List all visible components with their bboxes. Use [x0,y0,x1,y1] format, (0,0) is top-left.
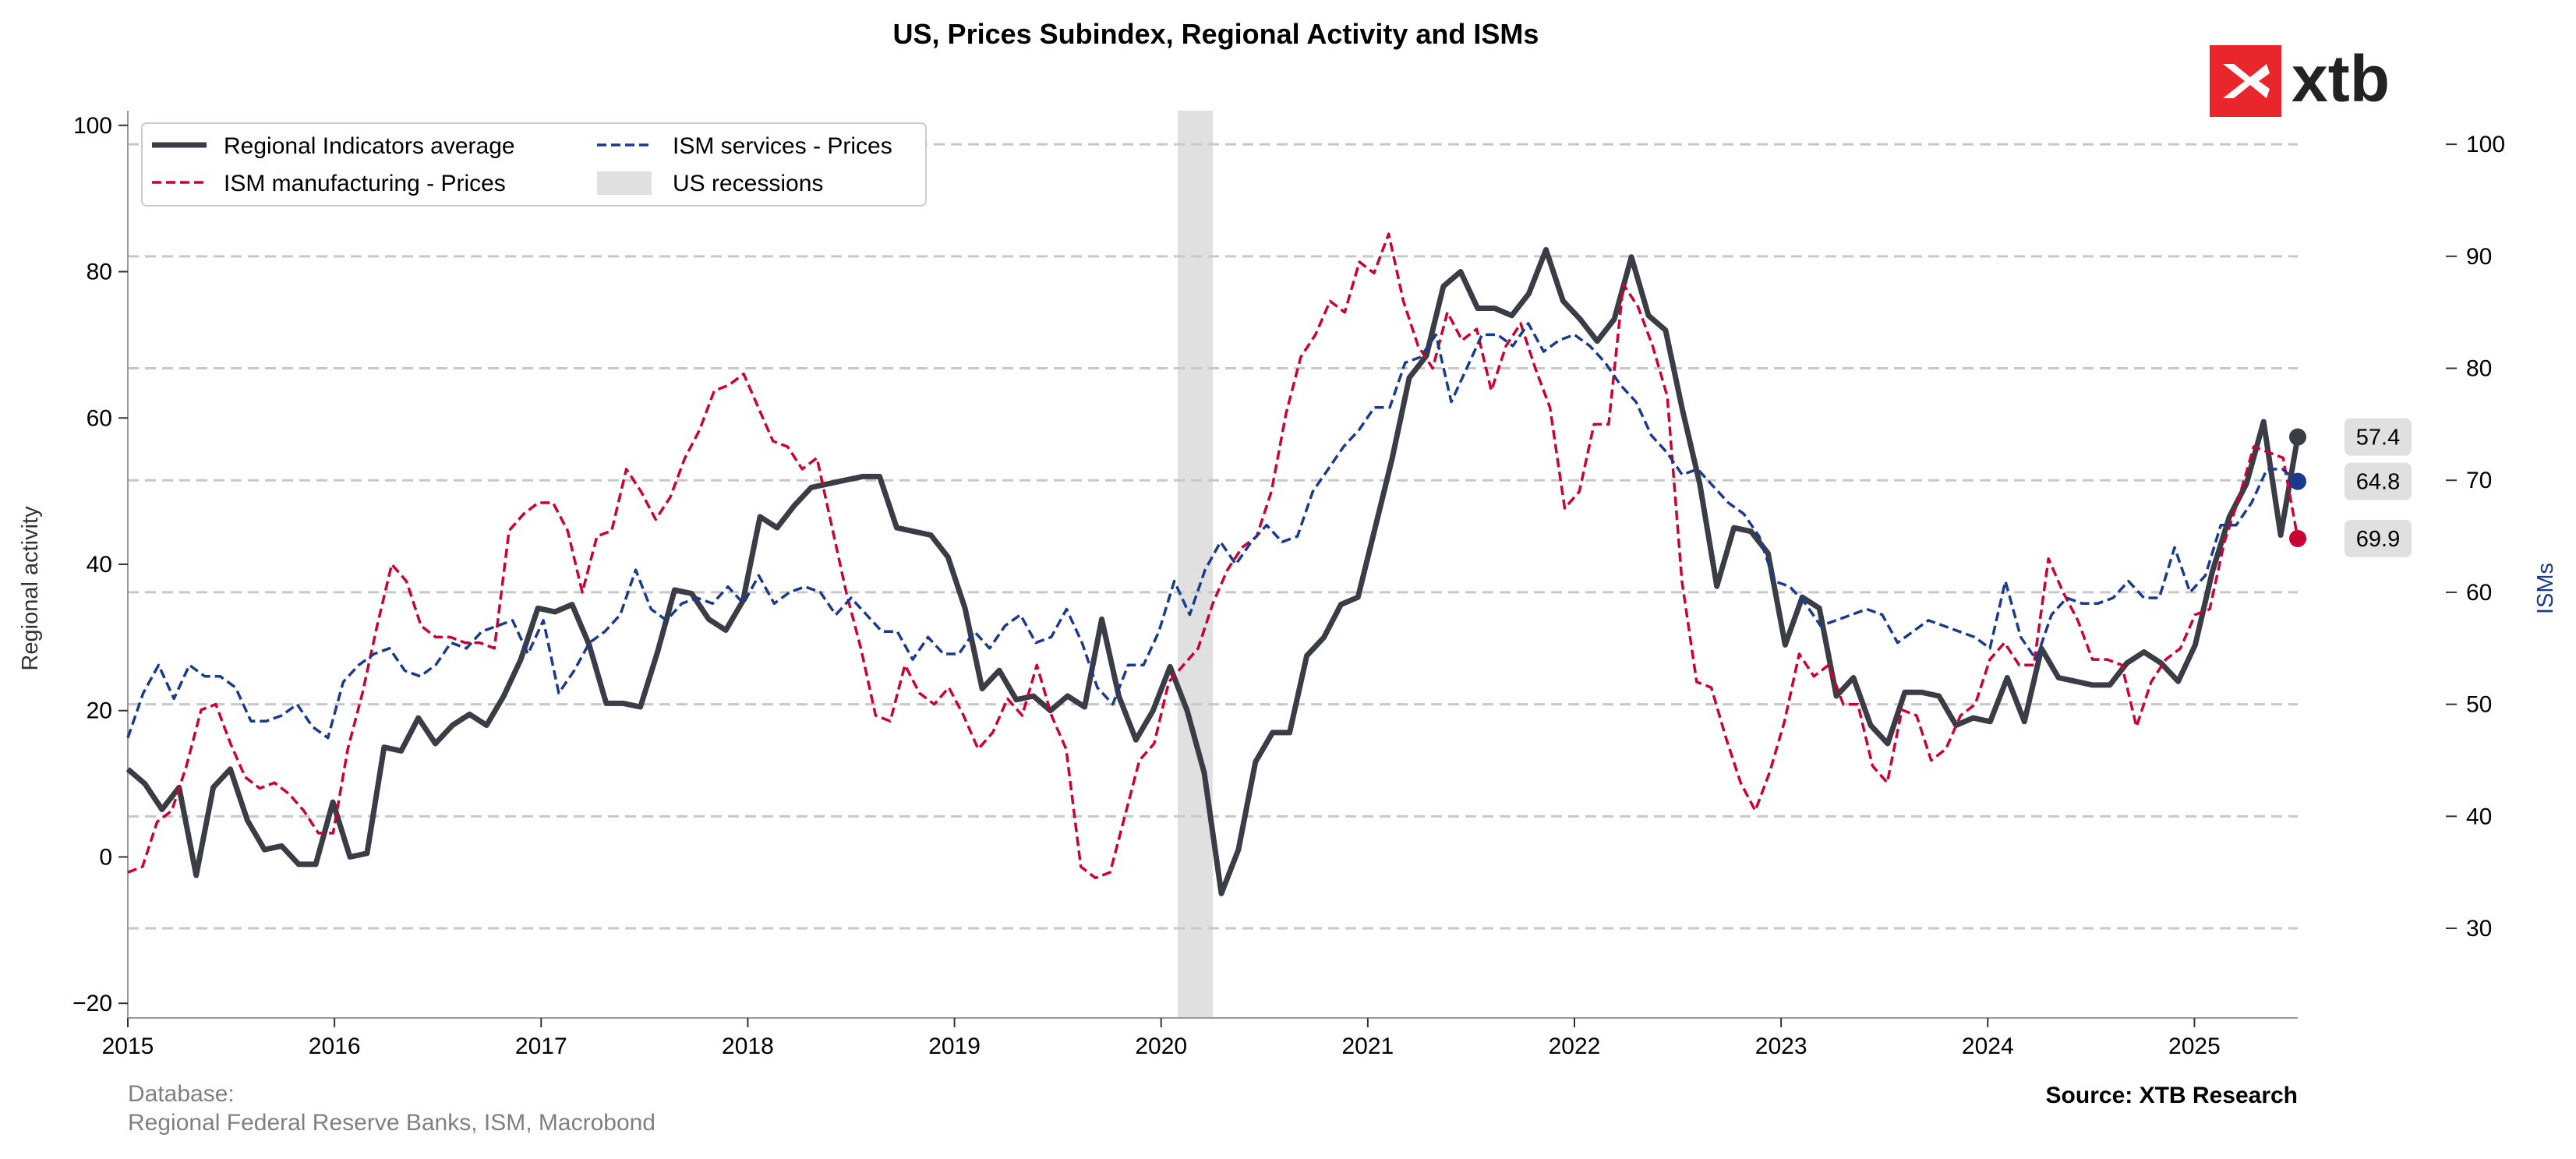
xtb-logo-text: xtb [2292,42,2390,115]
series-line-ism-services-prices [126,322,2299,740]
x-tick-label: 2024 [1962,1034,2014,1059]
right-tick-label: 50 [2466,692,2492,718]
x-tick-label: 2015 [102,1034,154,1059]
legend-label-recessions: US recessions [673,171,823,196]
x-tick-label: 2016 [309,1034,361,1059]
end-marker-dot [2289,472,2306,490]
series-lines [125,232,2301,896]
x-tick-label: 2020 [1135,1034,1187,1059]
axes: −20 0 20 40 60 80 100 30 40 50 60 70 80 90 100 2015 2016… [72,111,2505,1059]
end-value-label: 57.4 [2356,426,2400,451]
end-marker-dot [2289,529,2306,547]
chart-title: US, Prices Subindex, Regional Activity a… [893,18,1539,50]
left-tick-label: 60 [87,405,112,431]
end-value-badge [2345,418,2412,456]
right-tick-label: 60 [2466,580,2492,606]
end-value-badge [2345,462,2412,500]
right-tick-label: 40 [2466,804,2492,829]
left-tick-label: 0 [99,844,112,870]
grid-lines [128,143,2298,930]
legend: Regional Indicators average ISM manufact… [141,122,927,207]
legend-swatch-recessions [597,171,652,195]
right-tick-label: 100 [2466,132,2505,157]
left-tick-label: 20 [87,698,112,724]
end-value-badge [2345,519,2412,557]
right-tick-label: 80 [2466,356,2492,382]
x-tick-label: 2019 [928,1034,981,1059]
left-tick-label: 100 [73,113,112,139]
end-value-label: 64.8 [2356,470,2400,495]
left-axis-label: Regional activity [18,506,43,671]
footer-source: Source: XTB Research [2046,1083,2298,1108]
right-tick-label: 70 [2466,468,2492,493]
xtb-logo-icon [2223,64,2270,98]
legend-label-ism-mfg: ISM manufacturing - Prices [224,171,506,196]
right-axis-label: ISMs [2533,563,2558,614]
end-marker-dot [2289,428,2306,446]
footer-database-value: Regional Federal Reserve Banks, ISM, Mac… [128,1110,655,1136]
series-line-ism-manufacturing-prices [127,232,2299,880]
left-tick-label: 80 [87,260,112,285]
x-tick-label: 2025 [2168,1034,2221,1059]
legend-label-regional: Regional Indicators average [224,133,515,159]
x-tick-label: 2023 [1755,1034,1807,1059]
right-tick-label: 30 [2466,916,2492,942]
x-tick-label: 2018 [722,1034,774,1059]
series-line-regional-indicators-average [125,246,2301,896]
footer-database-label: Database: [128,1081,235,1107]
legend-box [141,122,927,207]
x-tick-label: 2017 [515,1034,567,1059]
end-value-label: 69.9 [2356,527,2400,552]
xtb-logo: xtb [2210,42,2390,117]
right-tick-label: 90 [2466,244,2492,270]
x-tick-label: 2021 [1341,1034,1394,1059]
end-value-markers: 57.4 69.9 64.8 [2289,418,2412,557]
legend-label-ism-services: ISM services - Prices [673,133,892,159]
left-tick-label: 40 [87,552,112,578]
left-tick-label: −20 [72,991,112,1016]
x-tick-label: 2022 [1549,1034,1601,1059]
